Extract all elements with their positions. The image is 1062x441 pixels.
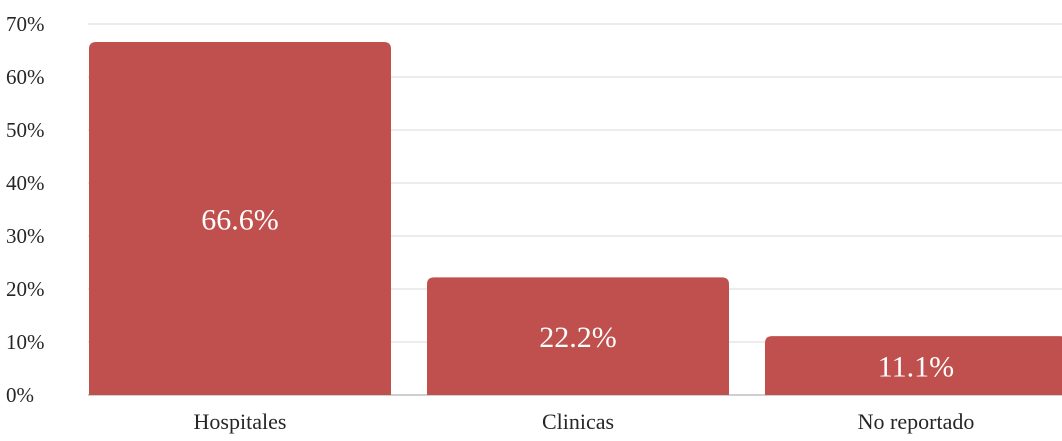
data-label: 22.2%: [539, 321, 617, 354]
bar-clinicas: [427, 277, 729, 395]
y-tick-label: 20%: [6, 277, 45, 301]
y-tick-label: 30%: [6, 224, 45, 248]
category-label: No reportado: [858, 409, 975, 434]
y-tick-label: 10%: [6, 330, 45, 354]
data-labels: 66.6% 22.2% 11.1%: [201, 204, 954, 384]
y-tick-label: 50%: [6, 118, 45, 142]
y-tick-label: 70%: [6, 12, 45, 36]
bars: [89, 42, 1062, 396]
y-tick-label: 0%: [6, 383, 34, 407]
category-label: Hospitales: [194, 409, 287, 434]
y-tick-label: 60%: [6, 65, 45, 89]
data-label: 66.6%: [201, 204, 279, 237]
category-label: Clinicas: [542, 409, 614, 434]
bar-hospitales: [89, 42, 391, 396]
bar-no-reportado: [765, 336, 1062, 395]
data-label: 11.1%: [878, 351, 954, 384]
x-axis-category-labels: Hospitales Clinicas No reportado: [194, 409, 975, 434]
y-axis-tick-labels: 0% 10% 20% 30% 40% 50% 60% 70%: [6, 12, 45, 407]
y-tick-label: 40%: [6, 171, 45, 195]
